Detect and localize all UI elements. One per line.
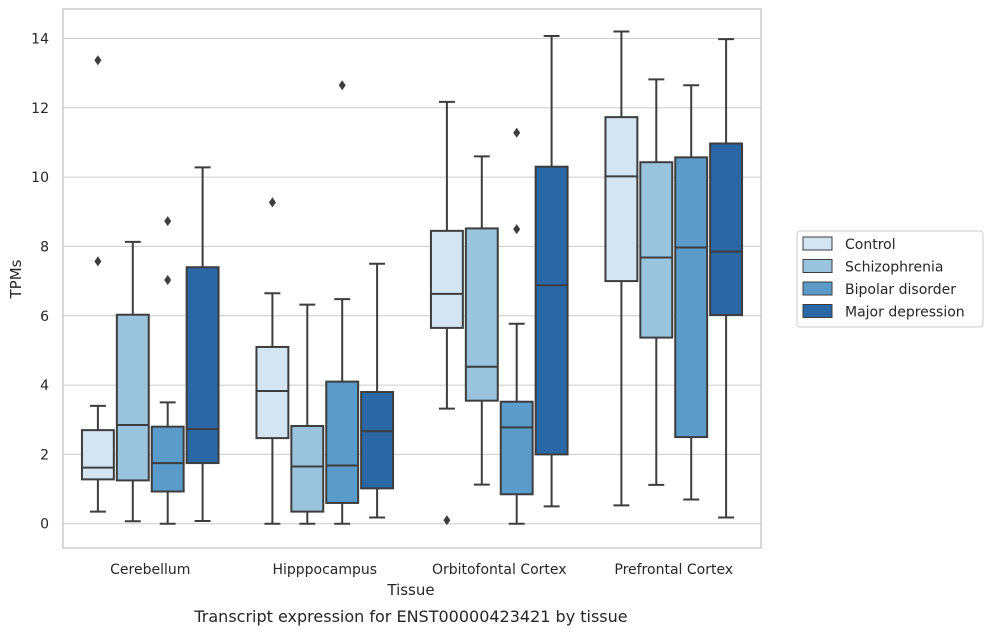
legend-label: Major depression: [845, 305, 965, 321]
legend-frame: [796, 230, 984, 328]
legend-label: Control: [845, 237, 896, 253]
box: [534, 165, 569, 456]
box: [674, 156, 709, 439]
outlier-point: [513, 127, 521, 138]
outlier-point: [443, 515, 451, 526]
box: [360, 391, 395, 490]
x-tick-label: Orbitofontal Cortex: [432, 562, 567, 578]
y-tick-label: 10: [31, 170, 49, 186]
outlier-point: [164, 275, 172, 286]
outlier-point: [268, 197, 276, 208]
legend: Control Schizophrenia Bipolar disorder Majo…: [796, 230, 984, 328]
y-tick-labels: 0 2 4 6 8 10 12 14: [31, 31, 49, 532]
legend-label: Bipolar disorder: [845, 282, 956, 298]
legend-swatch: [802, 259, 833, 273]
plot-frame: [62, 8, 762, 549]
y-tick-label: 4: [40, 378, 49, 394]
legend-swatch: [802, 304, 833, 318]
x-tick-label: Cerebellum: [110, 562, 190, 578]
box: [639, 161, 674, 339]
x-tick-labels: Cerebellum Hipppocampus Orbitofontal Corte…: [110, 562, 733, 578]
box: [115, 313, 150, 482]
outlier-point: [94, 55, 102, 66]
y-tick-label: 14: [31, 31, 49, 47]
box: [290, 424, 325, 513]
outlier-point: [513, 224, 521, 235]
outlier-point: [338, 80, 346, 91]
box: [325, 380, 360, 504]
y-tick-label: 12: [31, 101, 49, 117]
outlier-point: [94, 256, 102, 267]
x-tick-label: Hipppocampus: [272, 562, 377, 578]
plot-boxes: [80, 30, 744, 526]
box: [604, 116, 639, 283]
x-tick-label: Prefrontal Cortex: [614, 562, 733, 578]
y-tick-label: 6: [40, 309, 49, 325]
box: [499, 400, 534, 496]
box: [185, 266, 220, 465]
y-tick-label: 8: [40, 239, 49, 255]
box: [255, 345, 290, 440]
y-tick-label: 0: [40, 517, 49, 533]
box: [429, 229, 464, 329]
y-axis-label: TPMs: [7, 259, 25, 299]
box: [464, 227, 499, 402]
box: [80, 429, 115, 481]
box: [709, 142, 744, 317]
box: [150, 425, 185, 493]
outlier-point: [164, 216, 172, 227]
legend-label: Schizophrenia: [845, 260, 943, 276]
legend-swatch: [802, 236, 833, 251]
x-axis-label: Tissue: [386, 581, 434, 599]
y-tick-label: 2: [40, 447, 49, 463]
legend-swatch: [802, 281, 833, 296]
chart-caption: Transcript expression for ENST0000042342…: [193, 607, 627, 626]
